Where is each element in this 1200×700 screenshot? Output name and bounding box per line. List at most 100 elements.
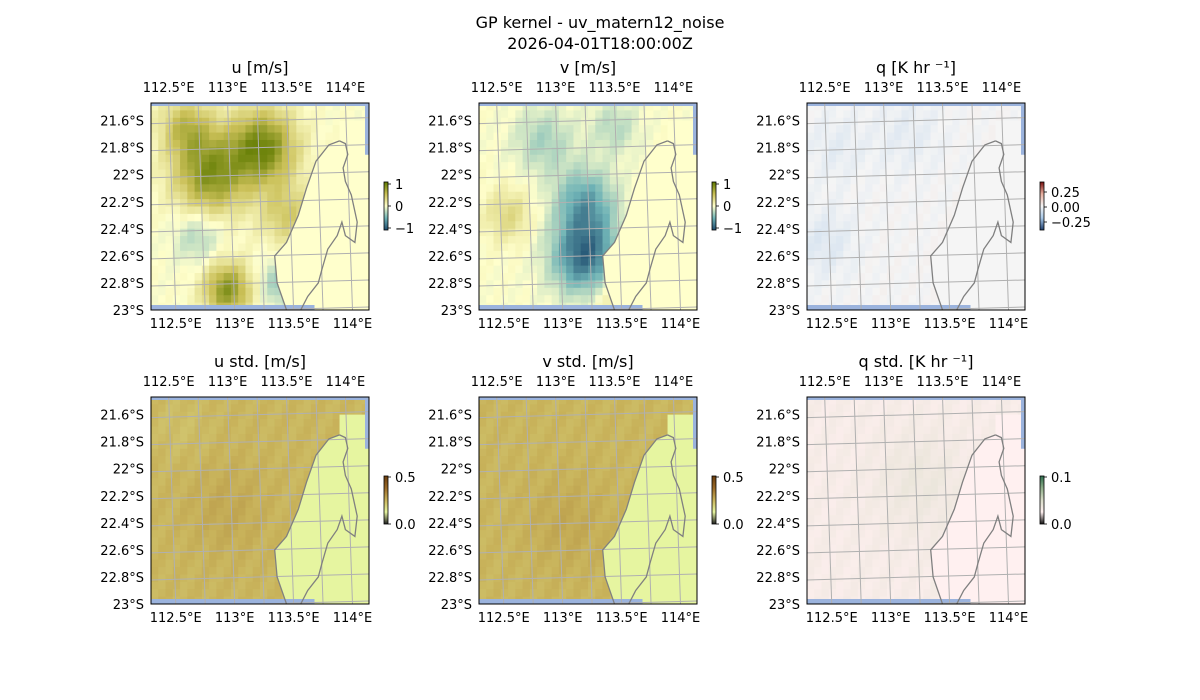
field-cell bbox=[515, 228, 524, 237]
field-cell bbox=[930, 507, 939, 516]
field-cell bbox=[879, 456, 888, 465]
field-cell bbox=[493, 574, 502, 583]
field-cell bbox=[332, 426, 341, 435]
field-cell bbox=[908, 295, 917, 304]
field-cell bbox=[201, 463, 210, 472]
field-cell bbox=[850, 478, 859, 487]
field-cell bbox=[814, 273, 823, 282]
field-cell bbox=[916, 544, 924, 553]
field-cell bbox=[828, 258, 837, 267]
field-cell bbox=[937, 125, 946, 134]
field-cell bbox=[209, 433, 217, 442]
field-cell bbox=[901, 139, 910, 148]
field-cell bbox=[522, 184, 531, 193]
field-cell bbox=[151, 228, 159, 237]
field-cell bbox=[260, 411, 268, 420]
field-cell bbox=[151, 162, 159, 171]
field-cell bbox=[588, 419, 596, 428]
field-cell bbox=[486, 176, 495, 185]
field-cell bbox=[158, 213, 167, 222]
field-cell bbox=[529, 507, 538, 516]
land-area bbox=[930, 120, 1025, 310]
field-cell bbox=[595, 567, 604, 576]
field-cell bbox=[274, 191, 283, 200]
field-cell bbox=[281, 206, 290, 215]
field-cell bbox=[566, 228, 575, 237]
field-cell bbox=[493, 103, 502, 111]
field-cell bbox=[865, 295, 873, 304]
field-cell bbox=[493, 206, 502, 215]
field-cell bbox=[807, 132, 815, 141]
field-cell bbox=[260, 485, 268, 494]
field-cell bbox=[814, 478, 823, 487]
field-cell bbox=[836, 411, 844, 420]
field-cell bbox=[836, 258, 844, 267]
field-cell bbox=[151, 176, 159, 185]
field-cell bbox=[566, 507, 575, 516]
field-cell bbox=[945, 103, 953, 111]
lon-tick-label-top: 113°E bbox=[864, 81, 904, 96]
field-cell bbox=[303, 433, 312, 442]
field-cell bbox=[508, 125, 516, 134]
field-cell bbox=[836, 206, 844, 215]
field-cell bbox=[843, 470, 852, 479]
field-cell bbox=[937, 397, 946, 405]
field-cell bbox=[245, 500, 254, 509]
field-cell bbox=[638, 103, 647, 111]
field-cell bbox=[836, 221, 844, 230]
field-cell bbox=[296, 154, 305, 163]
field-cell bbox=[617, 507, 625, 516]
field-cell bbox=[836, 191, 844, 200]
lon-tick-label-bottom: 113°E bbox=[871, 317, 911, 332]
field-cell bbox=[230, 280, 239, 289]
field-cell bbox=[814, 574, 823, 583]
field-cell bbox=[486, 184, 495, 193]
field-cell bbox=[537, 250, 545, 259]
field-cell bbox=[500, 433, 509, 442]
field-cell bbox=[245, 574, 254, 583]
field-cell bbox=[508, 507, 516, 516]
lat-tick-label: 22.2°S bbox=[100, 490, 144, 505]
field-cell bbox=[486, 287, 495, 296]
field-cell bbox=[310, 397, 319, 405]
field-cell bbox=[566, 117, 575, 126]
field-cell bbox=[252, 419, 261, 428]
field-cell bbox=[821, 537, 830, 546]
field-cell bbox=[238, 478, 247, 487]
field-cell bbox=[508, 243, 516, 252]
field-cell bbox=[209, 236, 217, 245]
field-cell bbox=[544, 132, 553, 141]
field-cell bbox=[267, 139, 276, 148]
field-cell bbox=[821, 507, 830, 516]
field-cell bbox=[675, 397, 684, 405]
field-cell bbox=[595, 552, 604, 561]
field-cell bbox=[923, 507, 932, 516]
field-cell bbox=[529, 456, 538, 465]
field-cell bbox=[617, 110, 625, 119]
field-cell bbox=[260, 470, 268, 479]
field-cell bbox=[595, 426, 604, 435]
field-cell bbox=[515, 287, 524, 296]
field-cell bbox=[814, 132, 823, 141]
parallel-line bbox=[241, 306, 369, 310]
field-cell bbox=[566, 236, 575, 245]
field-cell bbox=[602, 397, 611, 405]
field-cell bbox=[908, 433, 917, 442]
field-cell bbox=[267, 581, 276, 590]
field-cell bbox=[558, 250, 567, 259]
lat-tick-label: 21.8°S bbox=[756, 142, 800, 157]
field-cell bbox=[238, 213, 247, 222]
field-cell bbox=[624, 411, 633, 420]
field-cell bbox=[165, 530, 174, 539]
field-cell bbox=[223, 265, 232, 274]
field-cell bbox=[843, 243, 852, 252]
field-cell bbox=[857, 433, 866, 442]
field-cell bbox=[529, 250, 538, 259]
field-cell bbox=[923, 213, 932, 222]
field-cell bbox=[551, 295, 560, 304]
field-cell bbox=[828, 147, 837, 156]
field-cell bbox=[573, 507, 582, 516]
field-cell bbox=[529, 522, 538, 531]
field-cell bbox=[952, 191, 961, 200]
field-cell bbox=[537, 132, 545, 141]
